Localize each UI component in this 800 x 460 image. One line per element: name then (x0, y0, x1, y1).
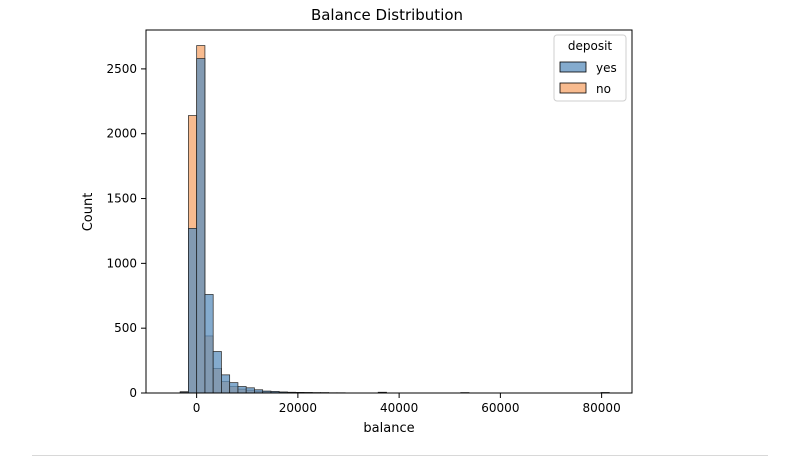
x-tick-label-2: 40000 (380, 401, 418, 415)
y-tick-label-3: 1500 (106, 192, 137, 206)
legend-label-no: no (596, 82, 611, 96)
x-tick-label-4: 80000 (583, 401, 621, 415)
x-axis: 0 20000 40000 60000 80000 (193, 393, 621, 415)
y-tick-label-1: 500 (114, 321, 137, 335)
y-tick-label-4: 2000 (106, 127, 137, 141)
y-axis: 0 500 1000 1500 2000 2500 (106, 62, 146, 400)
legend-title: deposit (568, 39, 613, 53)
y-tick-label-5: 2500 (106, 62, 137, 76)
bar-yes-3 (204, 294, 214, 394)
x-tick-label-3: 60000 (481, 401, 519, 415)
bars-layer (179, 45, 610, 394)
bar-yes-4 (212, 351, 222, 394)
bar-yes-1 (188, 228, 198, 394)
x-tick-label-1: 20000 (279, 401, 317, 415)
bar-yes-2 (196, 58, 206, 394)
legend: deposit yes no (553, 34, 627, 102)
x-axis-label: balance (363, 421, 414, 436)
bar-yes-6 (229, 382, 239, 394)
chart-title: Balance Distribution (311, 6, 463, 24)
legend-label-yes: yes (596, 61, 617, 75)
legend-swatch-yes (559, 61, 587, 73)
bar-yes-5 (221, 374, 231, 394)
y-tick-label-2: 1000 (106, 256, 137, 270)
bar-yes-8 (245, 387, 255, 394)
x-tick-label-0: 0 (193, 401, 201, 415)
y-tick-label-0: 0 (129, 386, 137, 400)
legend-swatch-no (559, 82, 587, 94)
bottom-divider (32, 455, 768, 456)
plot-frame (145, 29, 633, 394)
y-axis-label: Count (81, 193, 96, 232)
bar-yes-7 (237, 386, 247, 394)
